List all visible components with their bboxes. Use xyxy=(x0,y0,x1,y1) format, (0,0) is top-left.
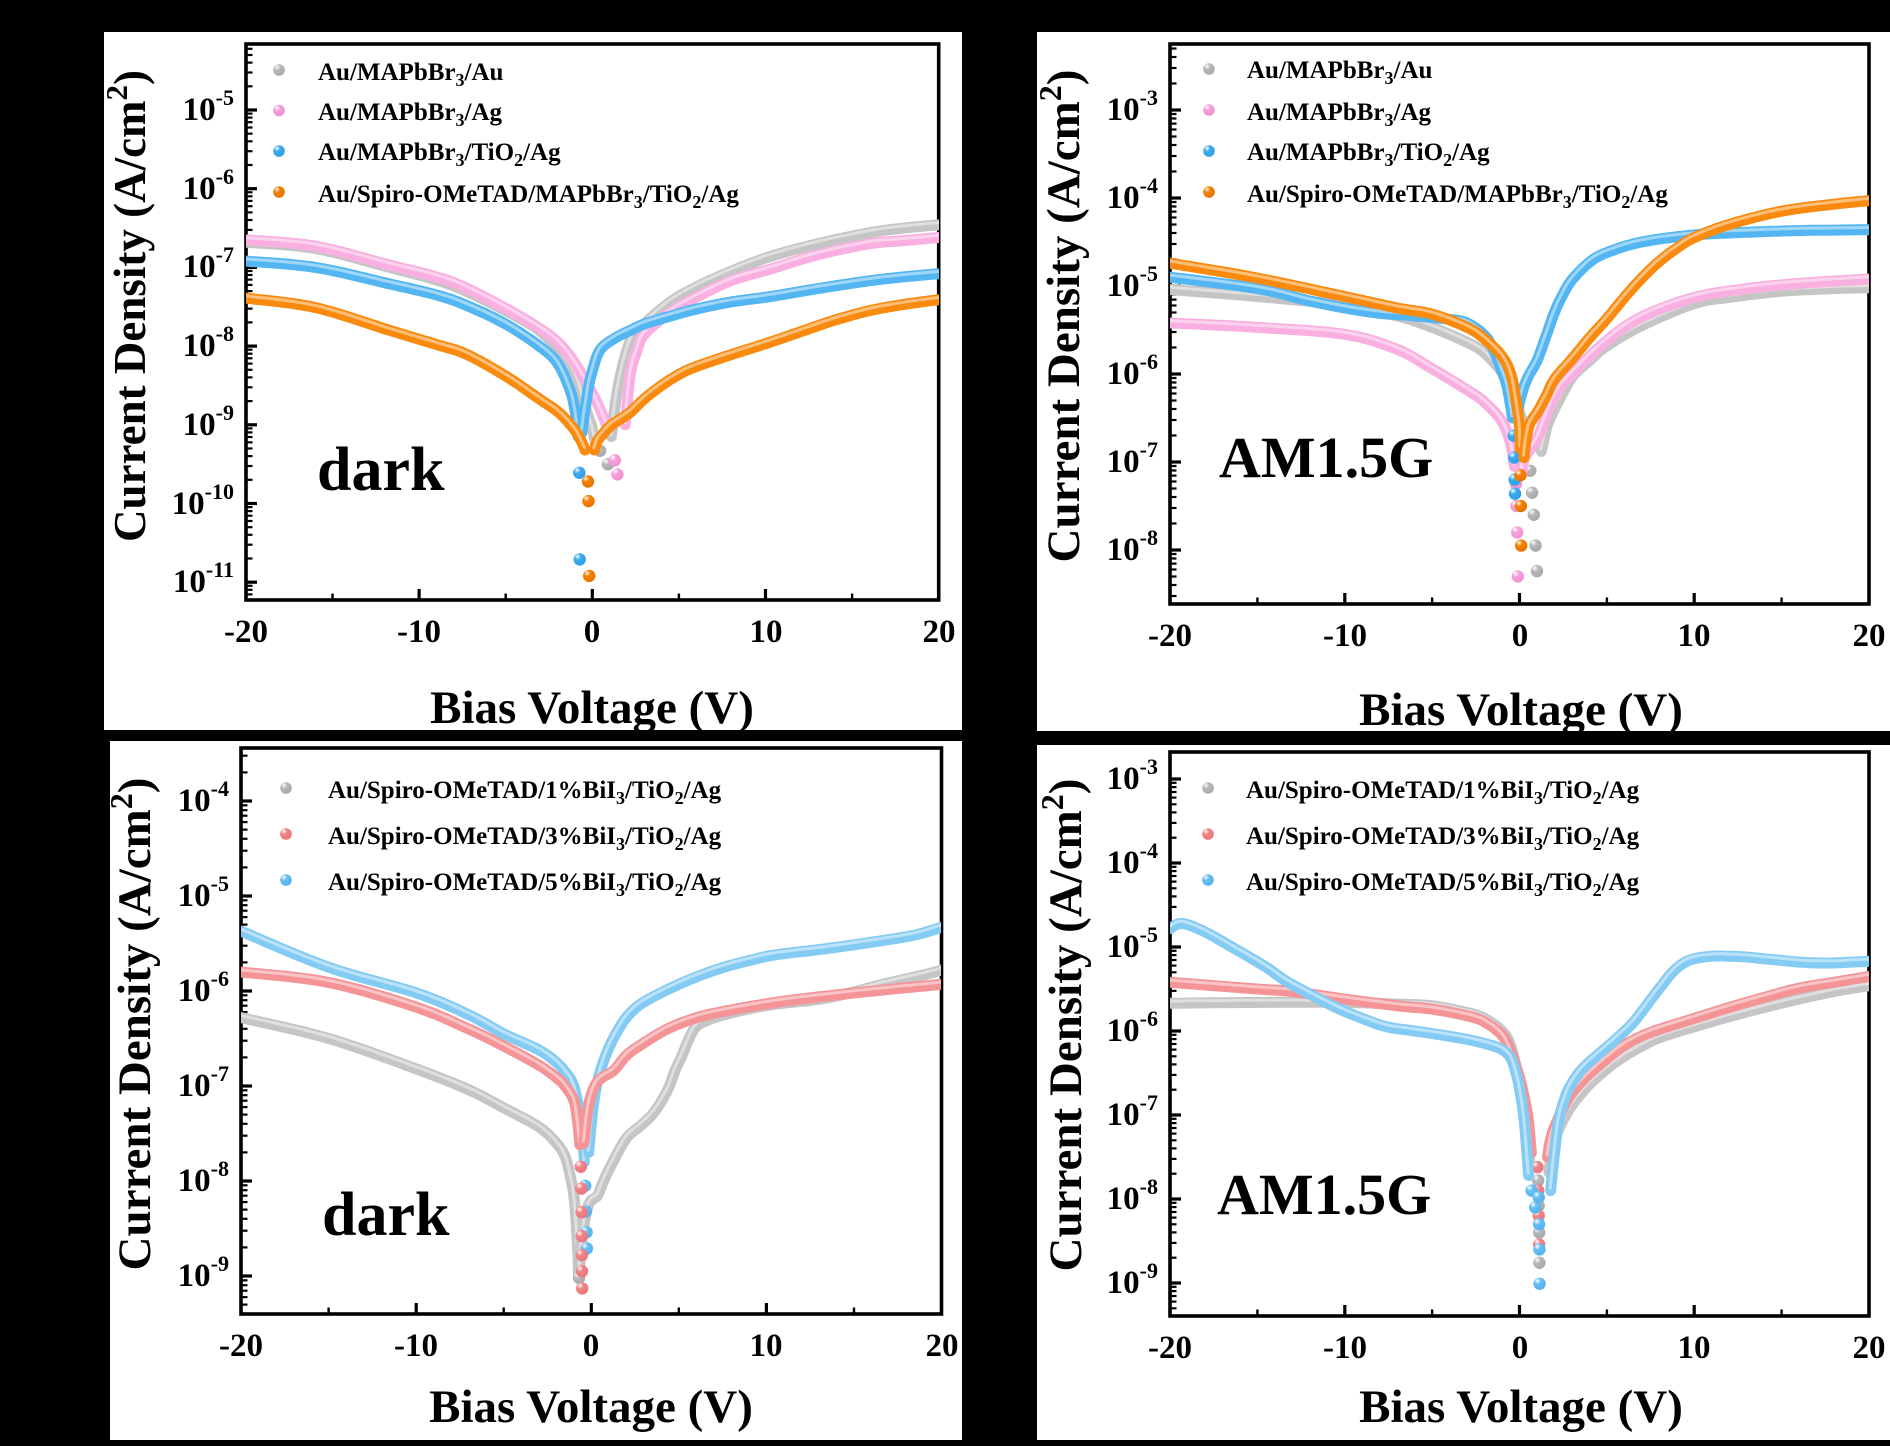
svg-text:Au/Spiro-OMeTAD/3%BiI3​/TiO2​/: Au/Spiro-OMeTAD/3%BiI3​/TiO2​/Ag xyxy=(328,823,722,854)
svg-text:10: 10 xyxy=(750,614,783,650)
svg-text:Au/MAPbBr3​/Au: Au/MAPbBr3​/Au xyxy=(1247,57,1433,88)
svg-text:Au/Spiro-OMeTAD/3%BiI3​/TiO2​/: Au/Spiro-OMeTAD/3%BiI3​/TiO2​/Ag xyxy=(1246,823,1640,854)
svg-text:Current Density (A/cm2): Current Density (A/cm2) xyxy=(1034,779,1092,1272)
svg-text:10-3: 10-3 xyxy=(1107,85,1158,128)
svg-text:Current Density (A/cm2): Current Density (A/cm2) xyxy=(103,778,161,1271)
svg-text:Bias Voltage (V): Bias Voltage (V) xyxy=(1359,1381,1683,1433)
svg-text:Au/MAPbBr3​/Ag: Au/MAPbBr3​/Ag xyxy=(1247,99,1432,130)
svg-text:Au/Spiro-OMeTAD/1%BiI3​/TiO2​/: Au/Spiro-OMeTAD/1%BiI3​/TiO2​/Ag xyxy=(328,777,722,808)
svg-text:20: 20 xyxy=(1853,1330,1886,1366)
svg-text:0: 0 xyxy=(1512,618,1529,654)
svg-text:-10: -10 xyxy=(397,614,441,650)
svg-text:Bias Voltage (V): Bias Voltage (V) xyxy=(429,1381,753,1433)
svg-text:Au/Spiro-OMeTAD/1%BiI3​/TiO2​/: Au/Spiro-OMeTAD/1%BiI3​/TiO2​/Ag xyxy=(1246,777,1640,808)
svg-text:-10: -10 xyxy=(1323,618,1367,654)
svg-text:-10: -10 xyxy=(394,1328,438,1364)
svg-text:Au/Spiro-OMeTAD/MAPbBr3​/TiO2​: Au/Spiro-OMeTAD/MAPbBr3​/TiO2​/Ag xyxy=(1247,181,1668,212)
svg-text:-20: -20 xyxy=(1148,618,1192,654)
svg-text:-20: -20 xyxy=(1148,1330,1192,1366)
svg-text:-10: -10 xyxy=(1323,1330,1367,1366)
svg-text:Au/MAPbBr3​/TiO2​/Ag: Au/MAPbBr3​/TiO2​/Ag xyxy=(1247,139,1490,170)
svg-text:Current Density (A/cm2): Current Density (A/cm2) xyxy=(1032,70,1090,563)
svg-text:dark: dark xyxy=(322,1181,450,1249)
svg-text:10-8: 10-8 xyxy=(1107,525,1158,568)
svg-text:10: 10 xyxy=(1678,618,1711,654)
svg-text:-20: -20 xyxy=(219,1328,263,1364)
svg-text:10: 10 xyxy=(1678,1330,1711,1366)
svg-text:Au/Spiro-OMeTAD/5%BiI3​/TiO2​/: Au/Spiro-OMeTAD/5%BiI3​/TiO2​/Ag xyxy=(328,869,722,900)
svg-text:Au/MAPbBr3​/Ag: Au/MAPbBr3​/Ag xyxy=(318,99,503,130)
svg-text:0: 0 xyxy=(584,614,601,650)
svg-text:10-9: 10-9 xyxy=(1107,1258,1158,1301)
svg-text:-20: -20 xyxy=(224,614,268,650)
svg-text:dark: dark xyxy=(317,436,445,504)
svg-text:Bias Voltage (V): Bias Voltage (V) xyxy=(1359,684,1683,736)
svg-text:AM1.5G: AM1.5G xyxy=(1219,425,1433,490)
svg-text:20: 20 xyxy=(923,614,956,650)
svg-text:Au/MAPbBr3​/Au: Au/MAPbBr3​/Au xyxy=(318,59,504,90)
svg-text:20: 20 xyxy=(1853,618,1886,654)
svg-text:10-11: 10-11 xyxy=(173,557,234,600)
svg-text:Au/MAPbBr3​/TiO2​/Ag: Au/MAPbBr3​/TiO2​/Ag xyxy=(318,139,561,170)
svg-text:10: 10 xyxy=(750,1328,783,1364)
svg-text:10-5: 10-5 xyxy=(1107,261,1158,304)
svg-text:Current Density (A/cm2): Current Density (A/cm2) xyxy=(99,70,155,542)
svg-text:AM1.5G: AM1.5G xyxy=(1217,1162,1431,1227)
svg-text:10-4: 10-4 xyxy=(1107,173,1158,216)
svg-text:Bias Voltage (V): Bias Voltage (V) xyxy=(430,682,754,734)
svg-text:Au/Spiro-OMeTAD/MAPbBr3​/TiO2​: Au/Spiro-OMeTAD/MAPbBr3​/TiO2​/Ag xyxy=(318,181,739,212)
svg-text:Au/Spiro-OMeTAD/5%BiI3​/TiO2​/: Au/Spiro-OMeTAD/5%BiI3​/TiO2​/Ag xyxy=(1246,869,1640,900)
svg-text:20: 20 xyxy=(926,1328,959,1364)
svg-text:0: 0 xyxy=(1512,1330,1529,1366)
svg-text:0: 0 xyxy=(583,1328,600,1364)
